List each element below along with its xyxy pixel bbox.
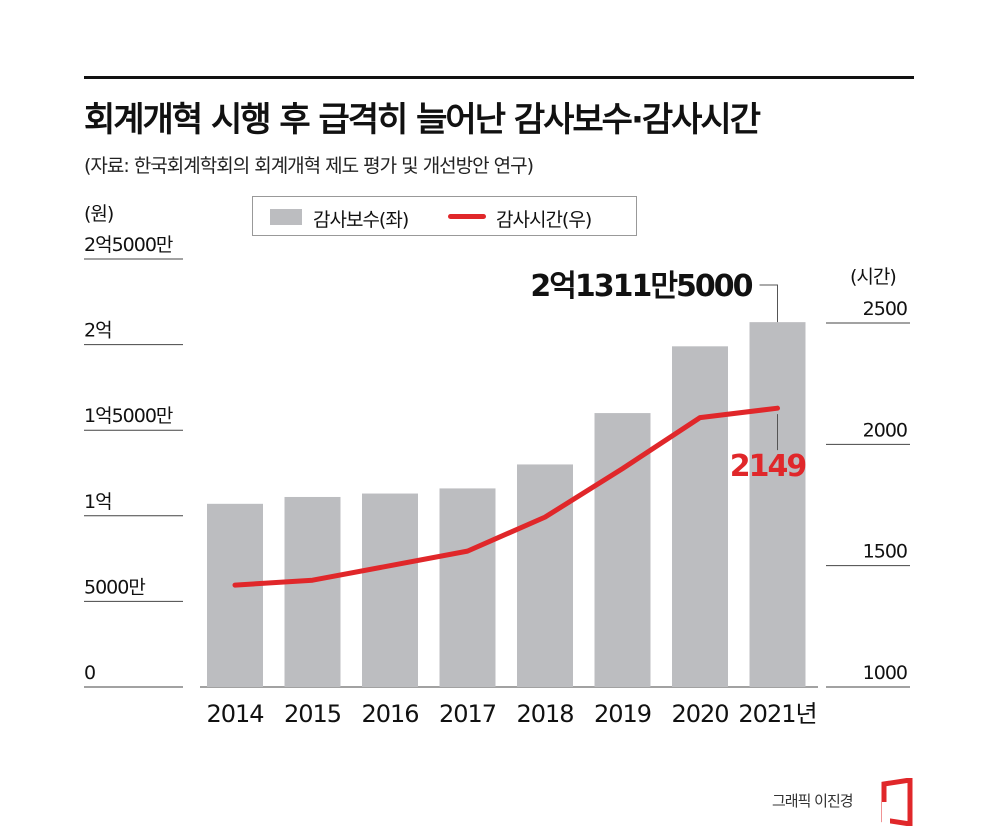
bar-annotation-leader: [759, 284, 778, 323]
title-rule: [84, 76, 914, 79]
bar-2021년: [749, 322, 806, 687]
legend-bar-label: 감사보수(좌): [313, 209, 409, 231]
bar-2015: [284, 496, 341, 687]
graphic-credit: 그래픽 이진경: [772, 792, 854, 810]
right-axis-unit: (시간): [850, 266, 897, 288]
left-axis-tick-label: 5000만: [84, 576, 145, 598]
x-tick-label: 2021년: [738, 700, 816, 728]
legend-line-label: 감사시간(우): [496, 209, 592, 231]
line-series-audit-hours: [232, 405, 780, 588]
legend-bar-swatch: [270, 209, 302, 225]
right-axis-tick-label: 2000: [863, 419, 907, 441]
bar-2018: [517, 464, 573, 687]
legend: 감사보수(좌) 감사시간(우): [252, 196, 637, 236]
x-tick-label: 2016: [361, 700, 418, 728]
chart-title: 회계개혁 시행 후 급격히 늘어난 감사보수·감사시간: [84, 100, 761, 140]
left-axis-unit: (원): [84, 203, 114, 225]
line-annotation-label: 2149: [730, 449, 806, 484]
left-axis-tick-label: 2억5000만: [84, 234, 173, 256]
bar-2017: [439, 488, 496, 687]
right-axis-tick-label: 1500: [863, 541, 907, 563]
bar-2020: [672, 346, 728, 687]
bar-annotation-label: 2억1311만5000: [530, 269, 752, 304]
publisher-logo-icon: [881, 778, 913, 826]
x-tick-label: 2020: [671, 700, 728, 728]
left-axis-tick-label: 2억: [84, 320, 112, 342]
x-tick-label: 2015: [284, 700, 341, 728]
left-axis-tick-label: 1억5000만: [84, 405, 173, 427]
source-note: (자료: 한국회계학회의 회계개혁 제도 평가 및 개선방안 연구): [84, 155, 534, 177]
legend-line-swatch: [448, 214, 486, 219]
bar-2016: [362, 493, 418, 687]
bar-2014: [207, 503, 263, 687]
left-axis-tick-label: 0: [84, 662, 95, 684]
x-tick-label: 2017: [439, 700, 496, 728]
x-tick-label: 2019: [594, 700, 651, 728]
x-tick-label: 2018: [516, 700, 573, 728]
right-axis-tick-label: 1000: [863, 662, 907, 684]
x-tick-label: 2014: [206, 700, 263, 728]
left-axis-tick-label: 1억: [84, 491, 112, 513]
right-axis-tick-label: 2500: [863, 298, 907, 320]
